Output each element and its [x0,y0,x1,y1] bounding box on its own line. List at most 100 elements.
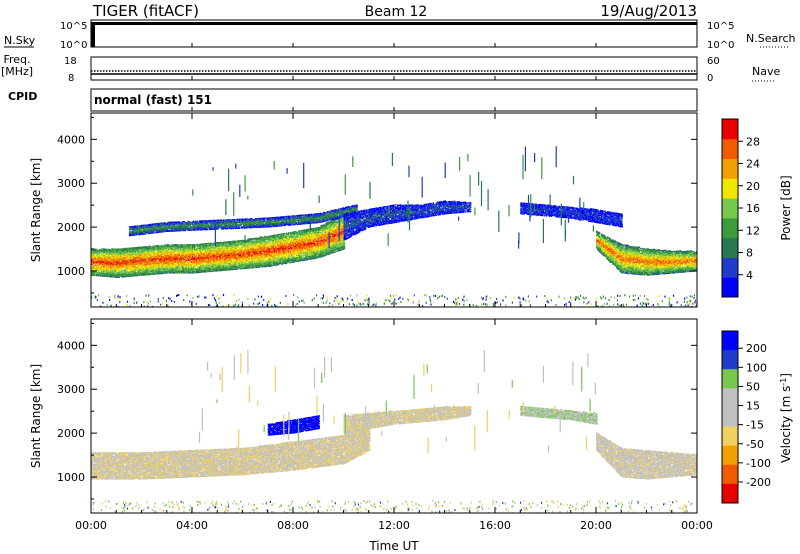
heatmap-cell [131,258,134,261]
heatmap-cell [123,266,125,268]
heatmap-cell [233,244,236,246]
heatmap-cell [158,256,161,258]
noise-strip: 10^5 10^0 10^5 10^0 [60,19,734,51]
freq-unit-label: [MHz] [1,65,33,78]
heatmap-cell [130,252,133,254]
heatmap-cell [209,245,211,247]
heatmap-cell [249,258,252,260]
heatmap-cell [254,258,257,260]
heatmap-cell [95,263,97,265]
heatmap-cell [272,239,275,242]
heatmap-cell [284,251,287,253]
heatmap-cell [210,244,212,246]
heatmap-cell [146,264,149,266]
heatmap-cell [231,263,234,265]
heatmap-cell [205,249,207,252]
heatmap-cell [180,244,183,246]
heatmap-cell [94,259,96,261]
heatmap-cell [241,257,244,259]
heatmap-cell [100,254,102,257]
heatmap-cell [254,255,257,257]
heatmap-cell [271,252,274,254]
heatmap-cell [217,254,219,256]
heatmap-cell [119,272,121,274]
heatmap-cell [160,246,163,249]
heatmap-cell [165,269,168,271]
heatmap-cell [140,268,143,271]
heatmap-cell [132,266,135,268]
heatmap-cell [259,259,262,261]
heatmap-cell [242,260,245,262]
heatmap-cell [189,250,191,252]
heatmap-cell [269,242,272,244]
heatmap-cell [182,256,185,259]
heatmap-cell [270,246,273,249]
heatmap-cell [234,259,237,262]
heatmap-cell [246,239,249,241]
heatmap-cell [122,260,124,263]
heatmap-cell [232,260,235,262]
heatmap-cell [131,265,134,268]
heatmap-cell [162,264,165,267]
heatmap-cell [172,270,175,272]
heatmap-cell [191,252,193,254]
heatmap-cell [252,241,255,244]
heatmap-cell [104,272,106,275]
heatmap-cell [152,260,155,263]
heatmap-cell [166,252,169,255]
heatmap-cell [98,269,100,271]
heatmap-cell [215,258,217,260]
heatmap-cell [189,271,191,273]
heatmap-cell [181,245,184,247]
heatmap-cell [263,264,266,266]
heatmap-cell [291,240,293,242]
heatmap-cell [215,256,217,259]
heatmap-cell [144,258,147,261]
heatmap-cell [124,247,126,250]
heatmap-cell [131,270,134,272]
heatmap-cell [153,254,156,256]
heatmap-cell [150,262,153,264]
heatmap-cell [123,256,125,259]
heatmap-cell [242,252,245,254]
heatmap-cell [232,242,235,245]
heatmap-cell [265,255,268,257]
heatmap-cell [262,259,265,261]
heatmap-cell [140,269,143,272]
heatmap-cell [112,253,114,255]
heatmap-cell [239,246,242,249]
heatmap-cell [269,263,272,265]
heatmap-cell [289,251,291,253]
heatmap-cell [257,239,260,241]
heatmap-cell [145,274,148,276]
heatmap-cell [209,248,211,250]
heatmap-cell [165,265,168,267]
heatmap-cell [201,270,203,272]
heatmap-cell [206,243,208,245]
heatmap-cell [140,260,143,262]
heatmap-cell [258,257,261,260]
heatmap-cell [175,257,178,260]
heatmap-cell [292,260,294,262]
heatmap-cell [136,246,139,249]
heatmap-cell [157,268,160,270]
heatmap-cell [264,254,267,256]
heatmap-cell [121,262,123,265]
heatmap-cell [247,245,250,247]
heatmap-cell [177,253,180,256]
heatmap-cell [132,267,135,269]
heatmap-cell [183,257,186,260]
heatmap-cell [267,240,270,242]
heatmap-cell [177,264,180,266]
heatmap-cell [242,243,245,246]
heatmap-cell [245,240,248,242]
heatmap-cell [138,269,141,272]
heatmap-cell [171,255,174,258]
heatmap-cell [238,251,241,254]
heatmap-cell [284,236,287,238]
heatmap-cell [110,257,112,260]
heatmap-cell [193,249,195,251]
heatmap-cell [199,245,201,247]
heatmap-cell [140,266,143,269]
heatmap-cell [159,270,162,272]
